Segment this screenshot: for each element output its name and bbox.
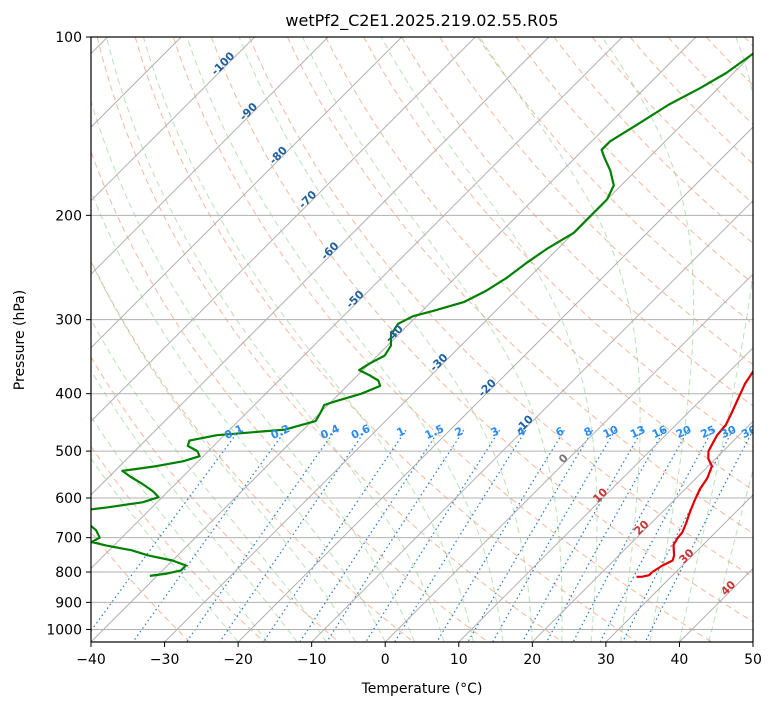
x-tick-label: −40 [76, 652, 106, 668]
mixing-ratio-line [521, 429, 643, 642]
moist-adiabat [142, 37, 474, 642]
isotherm-line [458, 347, 753, 642]
moist-adiabat [91, 99, 416, 642]
moist-adiabat [91, 457, 239, 642]
y-tick-label: 300 [55, 313, 82, 329]
x-tick-label: −30 [150, 652, 180, 668]
isotherm-line [91, 37, 329, 275]
moist-adiabat [186, 37, 504, 642]
y-tick-label: 800 [55, 565, 82, 581]
mixing-ratio-line [394, 429, 527, 642]
y-tick-label: 200 [55, 208, 82, 224]
y-tick-label: 900 [55, 595, 82, 611]
dry-adiabat [439, 37, 753, 366]
dry-adiabat [91, 445, 265, 642]
moist-adiabat [708, 468, 753, 642]
isotherm-line [91, 37, 403, 349]
y-tick-label: 600 [55, 491, 82, 507]
isotherm-line [91, 37, 550, 496]
isotherm-line [237, 126, 753, 642]
dry-adiabat [210, 37, 753, 623]
dry-adiabat [553, 37, 753, 244]
y-tick-label: 500 [55, 444, 82, 460]
mixing-ratio-label: 25 [699, 423, 718, 441]
chart-title: wetPf2_C2E1.2025.219.02.55.R05 [285, 11, 558, 31]
mixing-ratio-label: 10 [601, 423, 621, 441]
y-tick-label: 400 [55, 387, 82, 403]
isotherm-line [605, 494, 753, 642]
profile-lines [91, 52, 753, 578]
y-tick-label: 100 [55, 30, 82, 46]
isotherm-line [91, 37, 623, 570]
dry-adiabat [172, 37, 713, 642]
mixing-ratio-label: 13 [628, 423, 647, 441]
dry-adiabat [91, 259, 414, 642]
mixing-ratio-line [436, 429, 565, 642]
moist-adiabat [238, 37, 533, 642]
dry-adiabat [96, 37, 563, 642]
mixing-ratio-line [132, 429, 286, 642]
x-tick-label: 20 [523, 652, 541, 668]
x-tick-label: −10 [297, 652, 327, 668]
mixing-ratio-line [91, 429, 240, 632]
mixing-ratio-line [644, 429, 753, 642]
isotherm-line [311, 199, 753, 642]
dry-adiabat [91, 356, 340, 642]
dry-adiabat [287, 37, 753, 534]
x-tick-label: 0 [381, 652, 390, 668]
temperature-profile [636, 369, 753, 578]
moist-adiabat [380, 37, 598, 642]
isotherm-line [384, 273, 753, 642]
mixing-ratio-line [467, 429, 594, 642]
axis-ticks: −40 −30 −20 −10 0 10 20 30 40 50 100 200 300 400 500 60… [46, 30, 762, 668]
dewpoint-profile [91, 52, 753, 577]
x-tick-label: 40 [670, 652, 688, 668]
mixing-ratio-line [262, 429, 407, 642]
moist-adiabat [91, 415, 268, 642]
background-lines [91, 37, 753, 642]
plot-frame [90, 36, 754, 643]
mixing-ratio-line [572, 429, 689, 642]
mixing-ratio-line [492, 429, 616, 642]
y-axis-label: Pressure (hPa) [12, 290, 28, 390]
mixing-ratio-line [299, 429, 440, 642]
x-tick-label: 10 [450, 652, 468, 668]
mixing-ratio-label: 16 [650, 423, 670, 441]
moist-adiabat [601, 37, 695, 642]
dry-adiabat [325, 37, 753, 491]
mixing-ratio-line [326, 429, 465, 642]
moist-adiabat [106, 37, 445, 642]
isotherm-line [91, 37, 476, 423]
dry-adiabat [91, 150, 489, 642]
y-tick-label: 700 [55, 531, 82, 547]
mixing-ratio-label: 36 [739, 423, 759, 441]
isotherm-line [531, 420, 753, 642]
dry-adiabat [134, 37, 638, 642]
x-tick-label: 50 [744, 652, 762, 668]
x-tick-label: −20 [223, 652, 253, 668]
mixing-ratio-line [546, 429, 665, 642]
dry-adiabat [401, 37, 753, 407]
mixing-ratio-line [622, 429, 734, 642]
x-axis-label: Temperature (°C) [361, 681, 483, 697]
dry-adiabat [591, 37, 753, 205]
mixing-ratio-label: 20 [674, 423, 694, 441]
isotherm-line [91, 37, 697, 642]
isotherm-line [91, 37, 256, 202]
mixing-ratio-label: 30 [719, 423, 739, 441]
x-tick-label: 30 [597, 652, 615, 668]
y-tick-label: 1000 [46, 622, 82, 638]
moist-adiabat [678, 37, 753, 642]
dry-adiabat [248, 37, 753, 578]
moist-adiabat [91, 260, 357, 642]
isotherm-line [164, 52, 753, 642]
moist-adiabat [91, 190, 386, 642]
